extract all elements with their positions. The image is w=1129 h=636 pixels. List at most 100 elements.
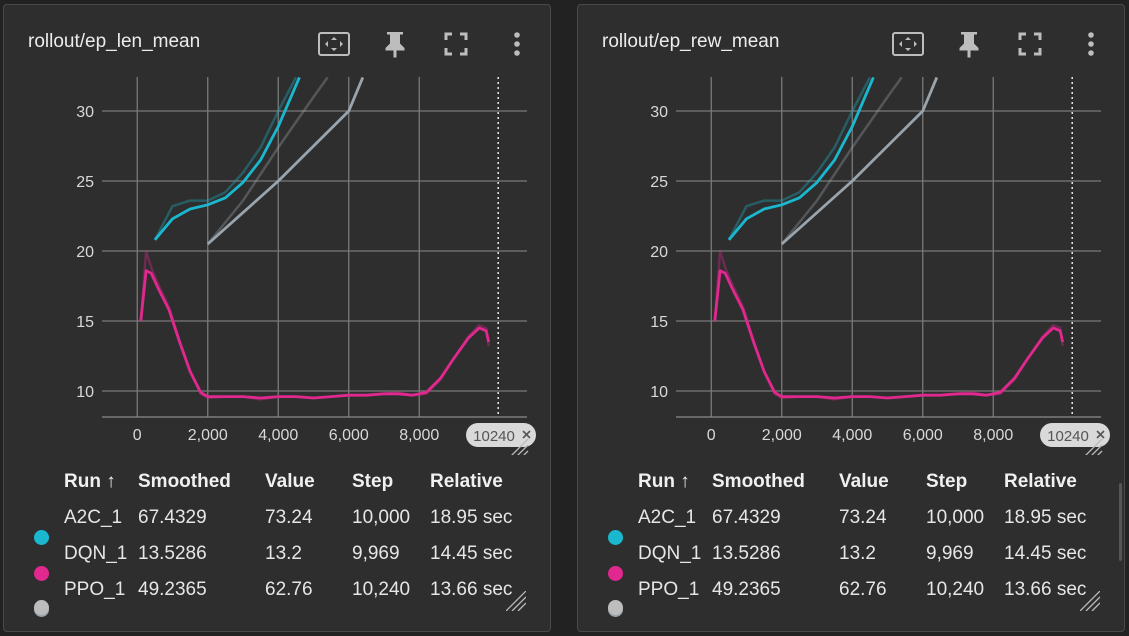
hover-step-label: 10240 xyxy=(466,423,536,447)
cell-run: DQN_1 xyxy=(64,543,128,564)
column-header-smoothed: Smoothed xyxy=(138,471,231,492)
cell-run: A2C_1 xyxy=(64,507,123,528)
x-tick-label: 2,000 xyxy=(188,427,228,444)
cell-smoothed: 67.4329 xyxy=(712,507,781,528)
pin-button[interactable] xyxy=(952,27,986,61)
y-tick-label: 15 xyxy=(76,314,94,331)
cell-run: PPO_1 xyxy=(64,579,126,600)
cell-value: 13.2 xyxy=(265,543,302,564)
series-smoothed-line-PPO_1 xyxy=(780,77,939,246)
series-group xyxy=(713,77,1065,401)
cell-value: 73.24 xyxy=(265,507,313,528)
hover-step-text: 10240 xyxy=(1047,428,1089,445)
cell-relative: 14.45 sec xyxy=(1004,543,1087,564)
table-scrollbar[interactable] xyxy=(1119,483,1122,561)
fit-domain-button[interactable] xyxy=(891,27,925,61)
y-tick-label: 20 xyxy=(650,244,668,261)
y-tick-label: 10 xyxy=(650,384,668,401)
pin-button[interactable] xyxy=(378,27,412,61)
y-tick-label: 10 xyxy=(76,384,94,401)
column-header-step: Step xyxy=(352,471,394,492)
cell-relative: 18.95 sec xyxy=(1004,507,1087,528)
line-chart[interactable]: 10 15 20 25 30 0 2,000 4,000 6,000 8,000 10240 xyxy=(578,75,1125,455)
run-color-dot xyxy=(34,530,49,545)
column-header-run[interactable]: Run ↑ xyxy=(638,471,690,492)
cell-relative: 14.45 sec xyxy=(430,543,513,564)
more-vert-icon xyxy=(514,32,520,56)
column-header-relative: Relative xyxy=(430,471,503,492)
x-tick-label: 6,000 xyxy=(903,427,943,444)
chart-title: rollout/ep_rew_mean xyxy=(602,31,780,52)
x-tick-label: 6,000 xyxy=(329,427,369,444)
cell-run: A2C_1 xyxy=(638,507,697,528)
x-tick-label: 8,000 xyxy=(399,427,439,444)
hover-step-text: 10240 xyxy=(473,428,515,445)
grid xyxy=(676,77,1101,418)
cell-relative: 13.66 sec xyxy=(430,579,513,600)
resize-handle-icon[interactable] xyxy=(1080,591,1100,611)
fit-domain-button[interactable] xyxy=(317,27,351,61)
close-icon[interactable] xyxy=(522,430,531,439)
fullscreen-icon xyxy=(444,32,468,56)
cell-step: 9,969 xyxy=(352,543,400,564)
cell-smoothed: 13.5286 xyxy=(138,543,207,564)
x-tick-label: 8,000 xyxy=(973,427,1013,444)
y-tick-label: 20 xyxy=(76,244,94,261)
series-smoothed-line-DQN_1 xyxy=(139,269,491,400)
column-header-run[interactable]: Run ↑ xyxy=(64,471,116,492)
series-raw-line-A2C_1 xyxy=(727,77,872,241)
run-color-dot xyxy=(608,600,623,615)
column-header-relative: Relative xyxy=(1004,471,1077,492)
close-icon[interactable] xyxy=(1096,430,1105,439)
pin-icon xyxy=(959,32,979,58)
series-smoothed-line-A2C_1 xyxy=(727,77,875,241)
column-header-smoothed: Smoothed xyxy=(712,471,805,492)
pin-icon xyxy=(385,32,405,58)
cell-step: 10,000 xyxy=(926,507,985,528)
cell-value: 62.76 xyxy=(265,579,313,600)
cell-step: 10,240 xyxy=(926,579,985,600)
series-raw-line-A2C_1 xyxy=(153,77,298,241)
cell-step: 10,000 xyxy=(352,507,411,528)
chart-title: rollout/ep_len_mean xyxy=(28,31,201,52)
more-options-button[interactable] xyxy=(1074,27,1108,61)
column-header-step: Step xyxy=(926,471,968,492)
resize-handle-icon[interactable] xyxy=(506,591,526,611)
cell-run: PPO_1 xyxy=(638,579,700,600)
cell-step: 10,240 xyxy=(352,579,411,600)
y-tick-label: 30 xyxy=(76,104,94,121)
x-tick-label: 0 xyxy=(133,427,142,444)
x-tick-label: 4,000 xyxy=(258,427,298,444)
cell-relative: 13.66 sec xyxy=(1004,579,1087,600)
cell-step: 9,969 xyxy=(926,543,974,564)
line-chart[interactable]: 10 15 20 25 30 0 2,000 4,000 6,000 8,000 10240 xyxy=(4,75,551,455)
series-raw-line-PPO_1 xyxy=(206,77,329,245)
hover-step-label: 10240 xyxy=(1040,423,1110,447)
x-tick-label: 2,000 xyxy=(762,427,802,444)
grid xyxy=(102,77,527,418)
chart-card-ep-len-mean: rollout/ep_len_mean 10 15 20 25 30 0 2,000 4,00… xyxy=(3,4,551,632)
cell-value: 13.2 xyxy=(839,543,876,564)
more-options-button[interactable] xyxy=(500,27,534,61)
resize-handle-icon[interactable] xyxy=(1082,438,1103,455)
resize-handle-icon[interactable] xyxy=(508,438,529,455)
run-color-dot xyxy=(34,566,49,581)
run-color-dot xyxy=(34,600,49,615)
cell-smoothed: 67.4329 xyxy=(138,507,207,528)
chart-card-ep-rew-mean: rollout/ep_rew_mean 10 15 20 25 30 0 2,000 4,00… xyxy=(577,4,1125,632)
more-vert-icon xyxy=(1088,32,1094,56)
column-header-value: Value xyxy=(265,471,315,492)
y-tick-label: 25 xyxy=(650,174,668,191)
fit-domain-icon xyxy=(892,32,924,56)
column-header-value: Value xyxy=(839,471,889,492)
series-smoothed-line-DQN_1 xyxy=(713,269,1065,400)
fullscreen-button[interactable] xyxy=(1013,27,1047,61)
fit-domain-icon xyxy=(318,32,350,56)
run-table: Run ↑ Smoothed Value Step Relative A2C_1 67.43… xyxy=(578,463,1124,631)
x-tick-label: 0 xyxy=(707,427,716,444)
y-tick-label: 15 xyxy=(650,314,668,331)
cell-run: DQN_1 xyxy=(638,543,702,564)
cell-smoothed: 49.2365 xyxy=(138,579,207,600)
series-smoothed-line-PPO_1 xyxy=(206,77,365,246)
fullscreen-button[interactable] xyxy=(439,27,473,61)
